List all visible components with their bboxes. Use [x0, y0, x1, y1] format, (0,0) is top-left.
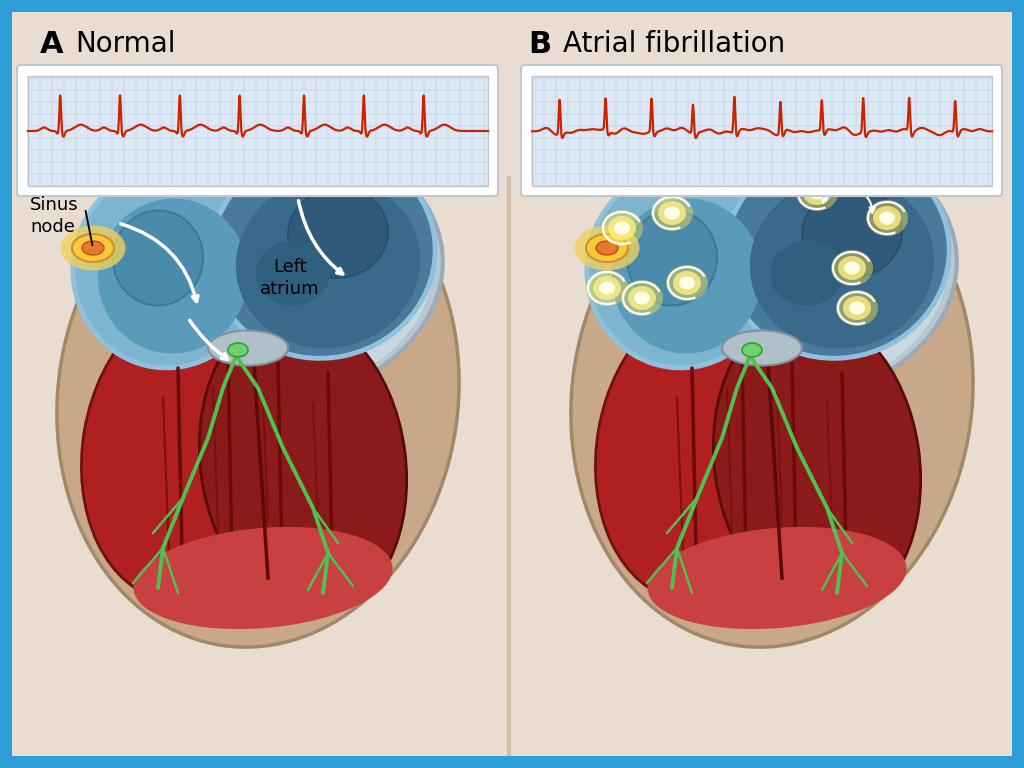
Ellipse shape [803, 181, 831, 205]
Ellipse shape [208, 330, 288, 366]
Text: B: B [528, 30, 551, 59]
Ellipse shape [838, 256, 866, 280]
Ellipse shape [836, 290, 878, 326]
Ellipse shape [658, 201, 686, 225]
Ellipse shape [113, 210, 203, 306]
Text: Normal: Normal [75, 30, 175, 58]
Ellipse shape [72, 234, 114, 262]
Ellipse shape [256, 240, 331, 306]
Ellipse shape [742, 343, 762, 357]
Ellipse shape [211, 147, 435, 359]
Text: Left
atrium: Left atrium [260, 258, 319, 298]
FancyBboxPatch shape [17, 65, 498, 196]
Ellipse shape [666, 265, 708, 301]
Ellipse shape [607, 133, 956, 403]
Ellipse shape [642, 116, 712, 210]
Ellipse shape [98, 199, 248, 353]
Ellipse shape [849, 302, 865, 315]
Bar [28, 76, 488, 186]
Ellipse shape [722, 330, 802, 366]
Ellipse shape [103, 149, 433, 397]
Ellipse shape [673, 271, 701, 295]
Text: Sinus
node: Sinus node [30, 196, 79, 237]
Ellipse shape [621, 280, 663, 316]
Ellipse shape [574, 226, 640, 270]
Ellipse shape [608, 216, 636, 240]
Ellipse shape [93, 133, 442, 403]
Ellipse shape [586, 234, 628, 262]
Ellipse shape [60, 226, 126, 270]
Ellipse shape [587, 168, 777, 368]
Ellipse shape [228, 343, 248, 357]
Ellipse shape [617, 149, 947, 397]
Ellipse shape [628, 286, 656, 310]
Ellipse shape [866, 200, 908, 236]
Ellipse shape [831, 127, 892, 209]
Bar [0, 756, 1024, 768]
Ellipse shape [595, 294, 818, 602]
Ellipse shape [831, 250, 873, 286]
Ellipse shape [586, 270, 628, 306]
Ellipse shape [647, 527, 906, 629]
Ellipse shape [81, 294, 304, 602]
Ellipse shape [769, 240, 845, 306]
Ellipse shape [879, 211, 895, 224]
Ellipse shape [664, 207, 680, 220]
Ellipse shape [204, 114, 262, 202]
Ellipse shape [844, 261, 860, 274]
Text: A: A [40, 30, 63, 59]
Ellipse shape [200, 311, 407, 614]
FancyBboxPatch shape [521, 65, 1002, 196]
Bar [532, 76, 992, 186]
Ellipse shape [837, 170, 867, 196]
Ellipse shape [725, 147, 949, 359]
Ellipse shape [593, 276, 621, 300]
Ellipse shape [809, 187, 825, 200]
Ellipse shape [571, 149, 973, 647]
Ellipse shape [133, 527, 392, 629]
Bar [1012, 0, 1024, 768]
Ellipse shape [82, 241, 104, 255]
Ellipse shape [750, 177, 934, 349]
Ellipse shape [57, 149, 459, 647]
Bar [0, 0, 1024, 12]
Ellipse shape [873, 206, 901, 230]
Ellipse shape [634, 292, 650, 304]
Ellipse shape [73, 168, 263, 368]
Ellipse shape [601, 210, 643, 246]
Ellipse shape [651, 195, 693, 231]
Ellipse shape [599, 282, 615, 294]
Ellipse shape [288, 188, 388, 278]
Text: Atrial fibrillation: Atrial fibrillation [563, 30, 785, 58]
Ellipse shape [614, 221, 630, 234]
Ellipse shape [236, 177, 420, 349]
Ellipse shape [679, 276, 695, 290]
Ellipse shape [714, 311, 921, 614]
Bar [0, 0, 12, 768]
Bar [507, 176, 511, 756]
Ellipse shape [612, 199, 762, 353]
Ellipse shape [596, 241, 618, 255]
Ellipse shape [317, 127, 378, 209]
Ellipse shape [627, 210, 717, 306]
Ellipse shape [129, 116, 198, 210]
Ellipse shape [802, 188, 902, 278]
Ellipse shape [843, 296, 871, 320]
Ellipse shape [796, 175, 838, 211]
Ellipse shape [718, 114, 776, 202]
